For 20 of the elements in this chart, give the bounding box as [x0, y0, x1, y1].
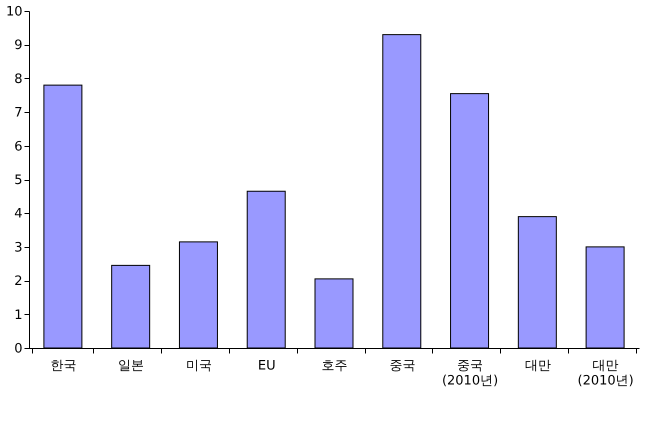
x-tick-label: 중국	[389, 358, 416, 374]
x-tick-label: 한국	[50, 358, 76, 374]
x-tick-label: 일본	[118, 358, 144, 374]
y-tick-label: 0	[14, 342, 22, 356]
y-tick-label: 9	[14, 38, 22, 54]
x-tick-label: 중국 (2010년)	[442, 358, 498, 388]
y-tick-label: 4	[14, 206, 22, 222]
y-tick-label: 7	[14, 106, 22, 121]
y-tick-label: 5	[14, 173, 22, 188]
x-tick-label: EU	[258, 358, 276, 374]
y-tick-label: 8	[14, 72, 22, 87]
x-tick-label: 미국	[186, 358, 212, 374]
y-tick-label: 10	[6, 4, 22, 20]
x-tick-label: 대만 (2010년)	[577, 358, 634, 388]
x-tick-label: 호주	[322, 358, 348, 374]
y-tick-label: 6	[14, 139, 22, 154]
y-tick-label: 1	[14, 308, 22, 323]
y-tick-label: 3	[14, 240, 22, 256]
x-tick-label: 대만	[524, 358, 551, 374]
y-tick-label: 2	[14, 274, 22, 290]
